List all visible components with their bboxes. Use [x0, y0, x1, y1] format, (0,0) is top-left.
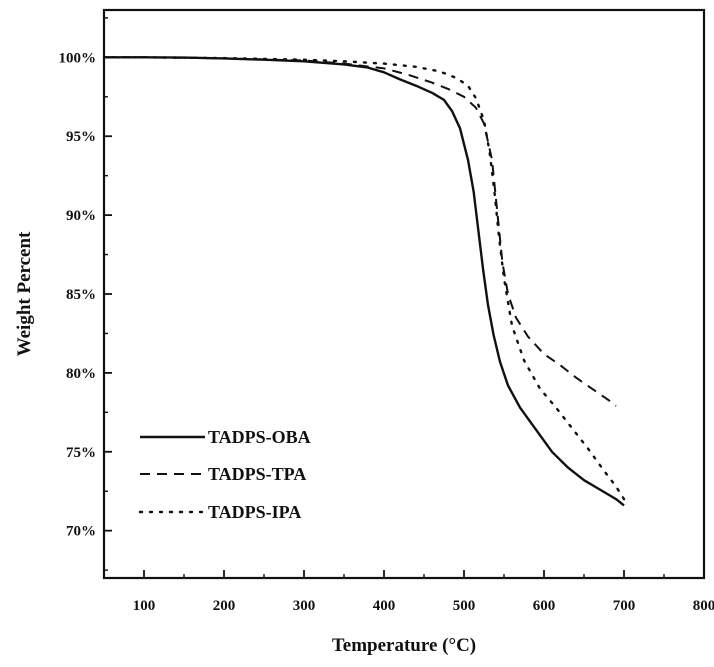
y-tick-label-100: 100%	[59, 50, 97, 66]
series-line-tadps-tpa	[104, 56, 617, 407]
ticks-group: 100 200 300 400 500 600 700 800 70% 75% 80% 85% 90% 9…	[59, 17, 714, 614]
y-tick-label-85: 85%	[66, 287, 96, 303]
x-tick-label-300: 300	[293, 598, 316, 614]
x-tick-label-200: 200	[213, 598, 236, 614]
y-tick-label-75: 75%	[66, 445, 96, 461]
x-tick-label-500: 500	[453, 598, 476, 614]
x-tick-label-100: 100	[133, 598, 156, 614]
legend-label-tpa: TADPS-TPA	[208, 464, 306, 484]
legend-label-oba: TADPS-OBA	[208, 427, 311, 447]
x-tick-label-400: 400	[373, 598, 396, 614]
series-line-tadps-ipa	[102, 56, 626, 501]
legend: TADPS-OBA TADPS-TPA TADPS-IPA	[138, 427, 311, 522]
plot-frame	[102, 8, 706, 580]
series-line-tadps-oba	[104, 56, 625, 507]
legend-label-ipa: TADPS-IPA	[208, 502, 301, 522]
x-axis-title: Temperature (°C)	[332, 635, 476, 656]
x-tick-label-600: 600	[533, 598, 556, 614]
y-tick-label-90: 90%	[66, 208, 96, 224]
series-group	[102, 56, 626, 507]
y-axis-title: Weight Percent	[14, 231, 35, 356]
y-tick-label-95: 95%	[66, 129, 96, 145]
y-tick-label-80: 80%	[66, 366, 96, 382]
x-tick-label-700: 700	[613, 598, 636, 614]
x-tick-label-800: 800	[693, 598, 714, 614]
y-tick-label-70: 70%	[66, 524, 96, 540]
